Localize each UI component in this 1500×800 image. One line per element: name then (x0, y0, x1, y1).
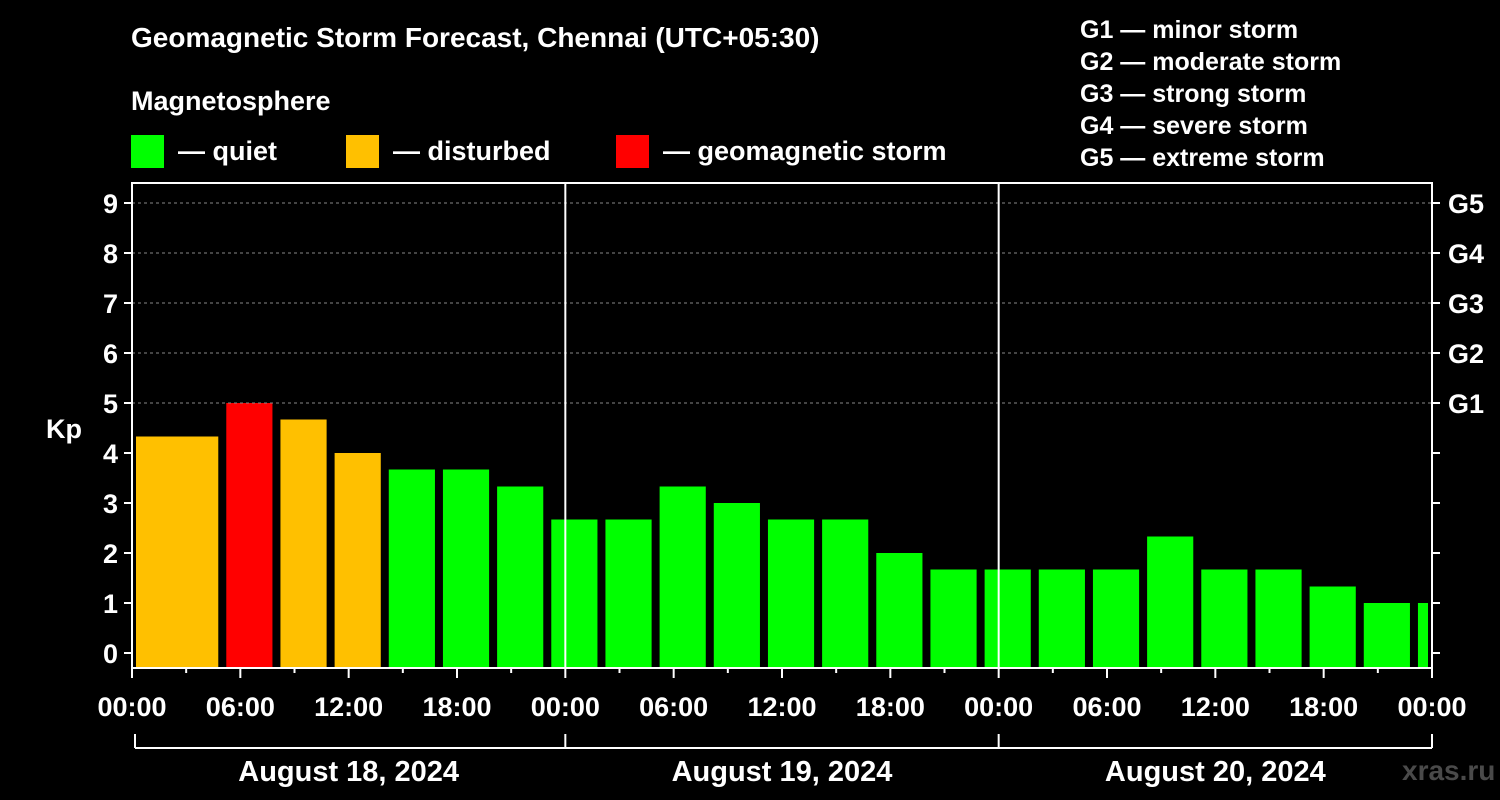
date-label: August 18, 2024 (238, 756, 459, 788)
legend-item-quiet: — quiet (131, 134, 277, 168)
chart-subtitle: Magnetosphere (131, 86, 331, 116)
g-level-label: G4 (1448, 239, 1484, 269)
kp-bar (1309, 586, 1356, 668)
g-legend-row: G5 — extreme storm (1080, 144, 1325, 172)
y-tick-label: 0 (103, 639, 118, 669)
g-legend-row: G2 — moderate storm (1080, 48, 1342, 76)
kp-bar (551, 519, 598, 668)
kp-bar (767, 519, 815, 668)
x-tick-label: 06:00 (206, 692, 275, 722)
y-tick-label: 4 (103, 439, 118, 469)
kp-bar (930, 569, 977, 668)
x-tick-label: 00:00 (964, 692, 1033, 722)
kp-bar (388, 469, 435, 668)
g-level-label: G2 (1448, 339, 1484, 369)
x-tick-label: 18:00 (856, 692, 925, 722)
kp-bar (497, 486, 544, 668)
kp-bar (1038, 569, 1085, 668)
y-tick-label: 3 (103, 489, 118, 519)
x-tick-label: 06:00 (1072, 692, 1141, 722)
legend-swatch-storm (616, 134, 649, 168)
legend-item-disturbed: — disturbed (346, 134, 551, 168)
g-legend-row: G3 — strong storm (1080, 80, 1307, 108)
g-scale-legend: G1 — minor storm G2 — moderate storm G3 … (1080, 14, 1341, 174)
y-tick-label: 8 (103, 239, 118, 269)
x-tick-label: 18:00 (422, 692, 491, 722)
g-legend-row: G1 — minor storm (1080, 16, 1299, 44)
kp-bar (1092, 569, 1140, 668)
kp-bar (1201, 569, 1248, 668)
legend-swatch-quiet (131, 134, 164, 168)
y-tick-label: 7 (103, 289, 118, 319)
chart-title: Geomagnetic Storm Forecast, Chennai (UTC… (131, 22, 820, 53)
x-tick-label: 12:00 (747, 692, 816, 722)
y-tick-label: 1 (103, 589, 118, 619)
kp-bar (876, 553, 923, 668)
legend-label-quiet: — quiet (178, 135, 277, 166)
date-label: August 20, 2024 (1105, 756, 1326, 788)
g-level-label: G3 (1448, 289, 1484, 319)
kp-bar (822, 519, 869, 668)
legend-label-disturbed: — disturbed (393, 135, 551, 166)
watermark: xras.ru (1402, 755, 1496, 786)
kp-bar (984, 569, 1031, 668)
kp-bar (280, 419, 327, 668)
y-tick-label: 9 (103, 189, 118, 219)
x-tick-label: 12:00 (314, 692, 383, 722)
x-tick-label: 06:00 (639, 692, 708, 722)
kp-bar (1363, 603, 1410, 668)
legend-item-storm: — geomagnetic storm (616, 134, 947, 168)
kp-bar (1255, 569, 1302, 668)
kp-bar (226, 403, 273, 668)
kp-bar (1417, 603, 1428, 668)
legend-label-storm: — geomagnetic storm (663, 135, 947, 166)
g-legend-row: G4 — severe storm (1080, 112, 1308, 140)
x-tick-label: 00:00 (97, 692, 166, 722)
x-tick-label: 18:00 (1289, 692, 1358, 722)
kp-bar (713, 503, 760, 668)
x-tick-label: 00:00 (531, 692, 600, 722)
y-axis-label: Kp (46, 414, 82, 444)
x-tick-label: 12:00 (1181, 692, 1250, 722)
x-tick-label: 00:00 (1397, 692, 1466, 722)
kp-bar (334, 453, 381, 668)
g-level-label: G5 (1448, 189, 1484, 219)
y-tick-label: 6 (103, 339, 118, 369)
date-label: August 19, 2024 (672, 756, 893, 788)
kp-bar (1147, 536, 1194, 668)
kp-bar (659, 486, 706, 668)
g-level-label: G1 (1448, 389, 1484, 419)
kp-bar (605, 519, 652, 668)
y-tick-label: 2 (103, 539, 118, 569)
y-tick-label: 5 (103, 389, 118, 419)
kp-bar (172, 436, 219, 668)
kp-bar (442, 469, 490, 668)
legend-swatch-disturbed (346, 134, 379, 168)
